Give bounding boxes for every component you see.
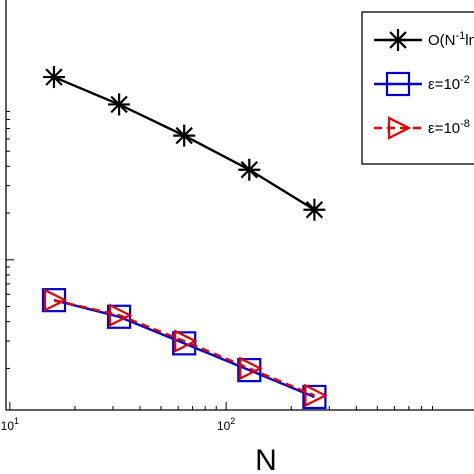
data-point-series-1 <box>238 158 261 181</box>
series-line-3 <box>53 298 315 397</box>
legend-box <box>361 11 474 165</box>
data-point-series-2 <box>172 331 197 356</box>
plot-area <box>41 66 328 410</box>
legend-label-2: ε=10-2 <box>428 74 470 93</box>
x-axis-title: N <box>255 444 277 474</box>
x-tick-label: 101 <box>1 416 19 433</box>
data-point-series-3 <box>43 288 68 312</box>
data-point-series-2 <box>302 384 327 410</box>
data-point-series-3 <box>239 356 263 381</box>
legend-marker-2 <box>385 71 411 97</box>
legend-label-1: O(N-1ln <box>428 30 474 49</box>
data-point-series-2 <box>106 304 132 329</box>
data-point-series-3 <box>304 383 328 408</box>
data-point-series-2 <box>41 288 67 313</box>
axes: 101 102 <box>1 0 474 433</box>
data-point-series-3 <box>174 329 198 353</box>
data-point-series-1 <box>42 66 65 89</box>
data-point-series-2 <box>237 358 262 383</box>
data-point-series-3 <box>108 303 133 327</box>
legend-marker-3 <box>387 116 412 140</box>
data-point-series-1 <box>108 93 131 116</box>
legend: O(N-1ln ε=10-2 ε=10-8 <box>361 11 474 165</box>
x-tick-label: 102 <box>217 416 235 433</box>
data-point-series-1 <box>173 124 196 147</box>
data-point-series-1 <box>303 198 326 221</box>
series-line-2 <box>53 298 315 399</box>
legend-label-3: ε=10-8 <box>428 118 470 137</box>
legend-marker-1 <box>387 29 409 51</box>
